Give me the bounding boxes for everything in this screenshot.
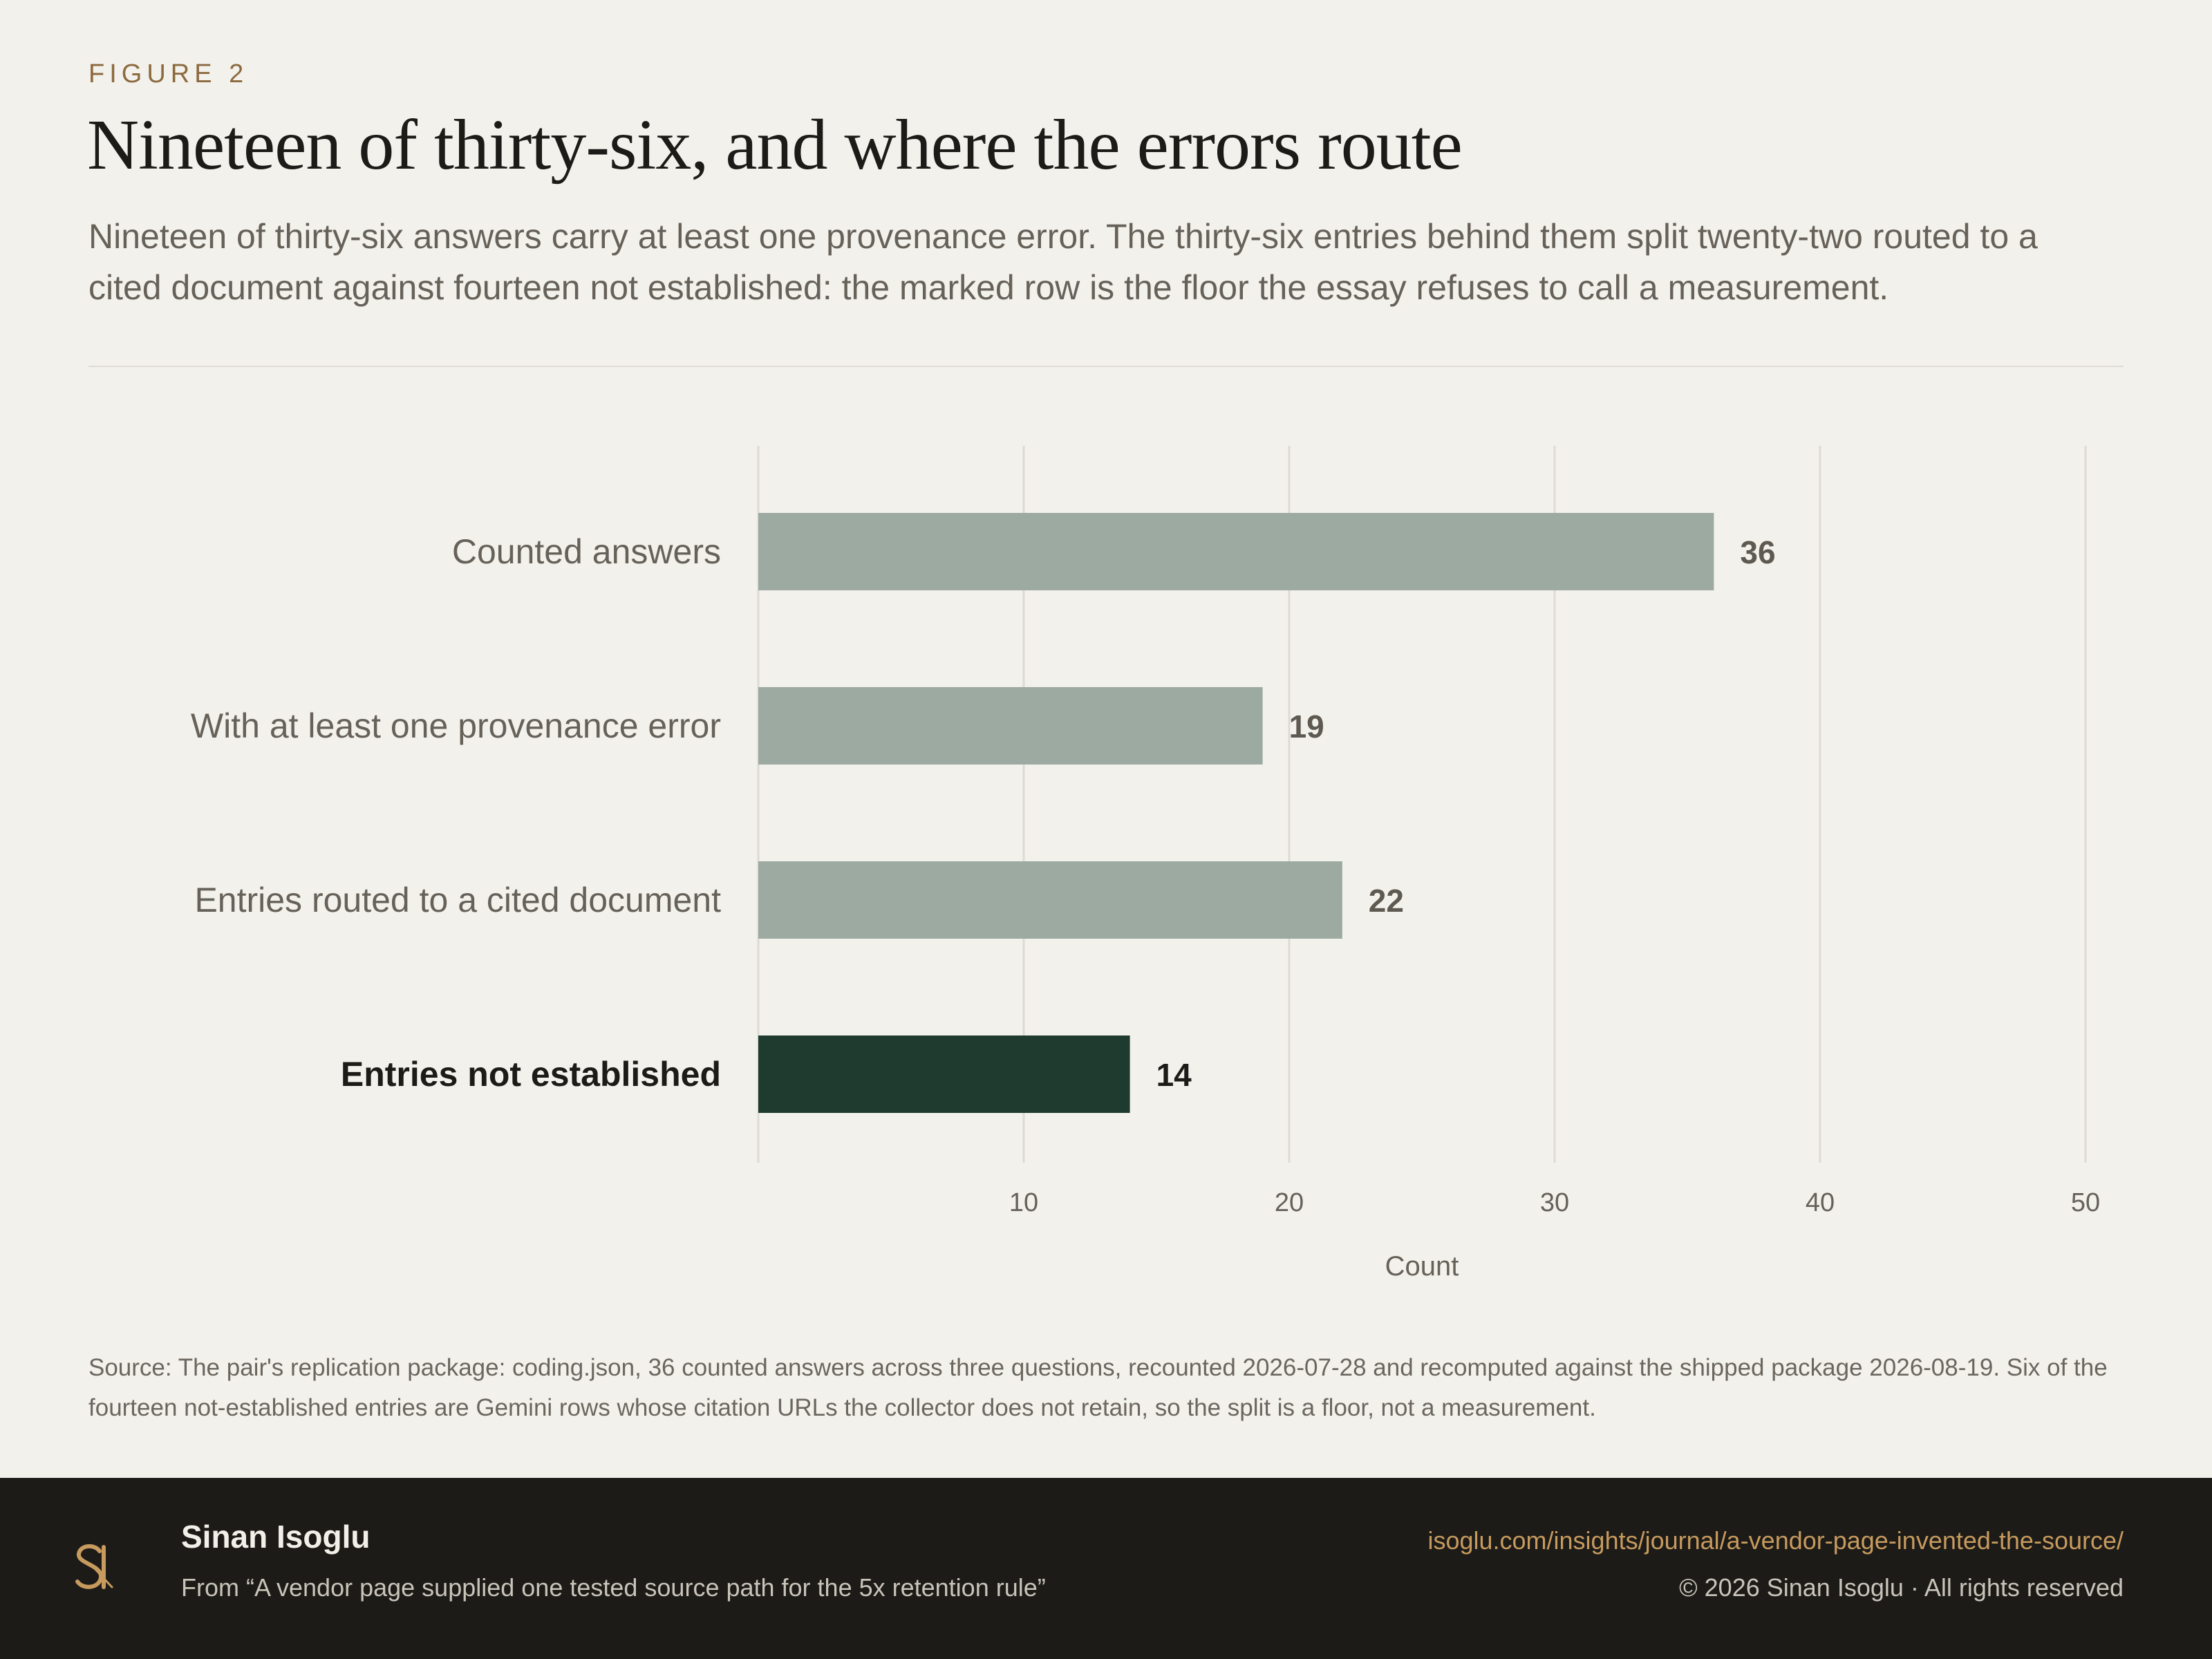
chart-title: Nineteen of thirty-six, and where the er… [87,105,1463,185]
x-axis-label: Count [1385,1251,1459,1282]
header-divider [88,366,2124,367]
source-note: Source: The pair's replication package: … [88,1354,2108,1421]
bar [758,861,1342,939]
figure-label: FIGURE 2 [88,59,249,88]
data-label: 14 [1156,1057,1192,1093]
bar [758,513,1714,590]
footer-author: Sinan Isoglu [181,1519,371,1555]
bar [758,687,1263,765]
chart-subtitle: Nineteen of thirty-six answers carry at … [88,217,2038,307]
x-tick-label: 10 [1009,1188,1038,1217]
figure-page: FIGURE 2 Nineteen of thirty-six, and whe… [87,59,2124,1421]
x-tick-label: 30 [1540,1188,1569,1217]
footer-article-title: From “A vendor page supplied one tested … [181,1573,1046,1602]
data-label: 22 [1369,883,1404,919]
footer-copyright: © 2026 Sinan Isoglu · All rights reserve… [1679,1573,2124,1602]
footer: Sinan Isoglu From “A vendor page supplie… [0,1478,2212,1659]
si-monogram-icon [75,1544,113,1589]
category-label: With at least one provenance error [191,706,721,745]
x-tick-label: 50 [2071,1188,2100,1217]
x-tick-label: 20 [1275,1188,1304,1217]
data-label: 19 [1289,709,1324,744]
x-tick-label: 40 [1806,1188,1835,1217]
data-label: 36 [1740,534,1775,570]
category-label: Entries routed to a cited document [194,881,721,919]
bar [758,1035,1130,1113]
footer-url-link[interactable]: isoglu.com/insights/journal/a-vendor-pag… [1427,1526,2124,1555]
category-label: Entries not established [341,1055,721,1094]
category-label: Counted answers [452,532,721,571]
bar-chart: 10 20 30 40 50 Count Counted answers 36 With at … [191,446,2100,1282]
